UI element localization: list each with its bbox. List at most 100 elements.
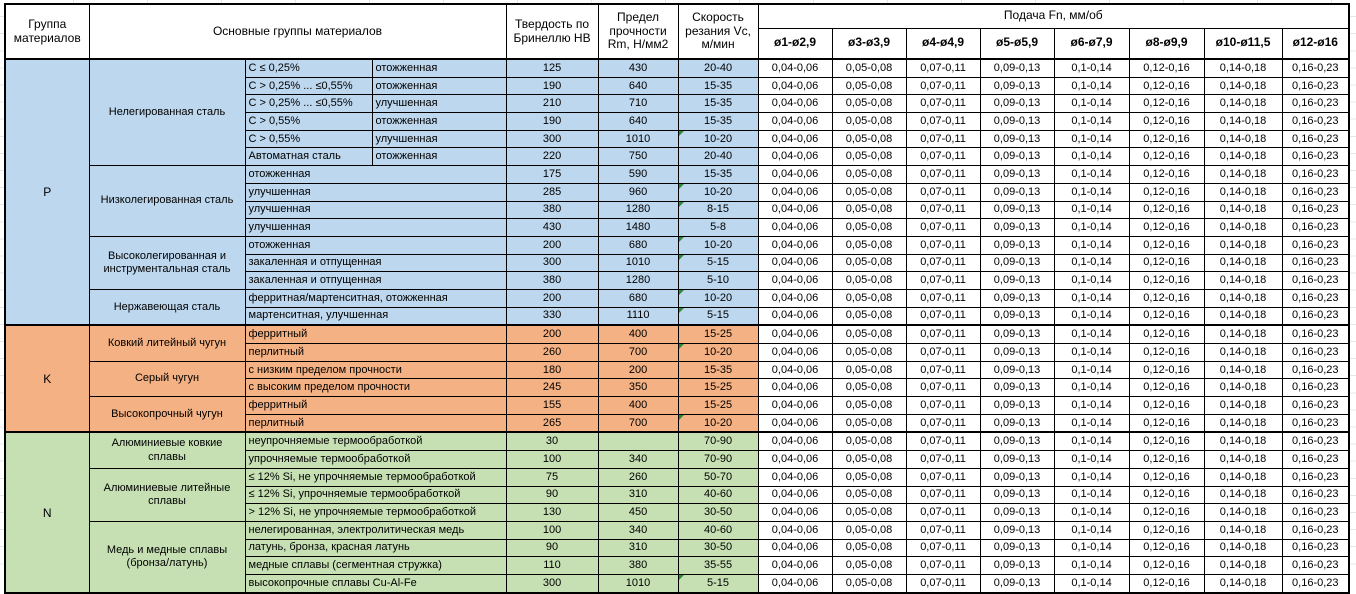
speed-cell[interactable]: 15-35 — [677, 76, 759, 96]
speed-cell[interactable]: 15-35 — [677, 112, 759, 131]
material-cell[interactable]: > 12% Si, не упрочняемые термообработкой — [244, 503, 507, 522]
feed-cell[interactable]: 0,1-0,14 — [1053, 450, 1130, 469]
speed-cell[interactable]: 5-15 — [677, 253, 759, 273]
header-feed-d1[interactable]: ø1-ø2,9 — [757, 27, 833, 60]
strength-cell[interactable]: 590 — [597, 165, 679, 184]
speed-cell[interactable]: 10-20 — [677, 129, 759, 149]
feed-cell[interactable]: 0,16-0,23 — [1281, 57, 1350, 78]
feed-cell[interactable]: 0,07-0,11 — [905, 271, 981, 290]
feed-cell[interactable]: 0,05-0,08 — [831, 76, 907, 96]
strength-cell[interactable] — [597, 431, 679, 452]
material-cell[interactable]: нелегированная, электролитическая медь — [244, 520, 507, 540]
feed-cell[interactable]: 0,14-0,18 — [1203, 112, 1283, 131]
feed-cell[interactable]: 0,09-0,13 — [979, 129, 1055, 149]
speed-cell[interactable]: 15-35 — [677, 165, 759, 184]
hardness-cell[interactable]: 200 — [505, 235, 599, 255]
subgroup-cell[interactable]: Медь и медные сплавы (бронза/латунь) — [88, 520, 246, 594]
feed-cell[interactable]: 0,07-0,11 — [905, 324, 981, 345]
feed-cell[interactable]: 0,05-0,08 — [831, 112, 907, 131]
feed-cell[interactable]: 0,09-0,13 — [979, 112, 1055, 131]
feed-cell[interactable]: 0,05-0,08 — [831, 94, 907, 114]
feed-cell[interactable]: 0,1-0,14 — [1053, 182, 1130, 202]
material-cell[interactable]: ≤ 12% Si, не упрочняемые термообработкой — [244, 467, 507, 487]
feed-cell[interactable]: 0,09-0,13 — [979, 218, 1055, 237]
feed-cell[interactable]: 0,09-0,13 — [979, 467, 1055, 487]
strength-cell[interactable]: 700 — [597, 343, 679, 362]
header-brinell-hardness[interactable]: Твердость по Бринеллю HB — [505, 3, 599, 60]
feed-cell[interactable]: 0,09-0,13 — [979, 538, 1055, 558]
speed-cell[interactable]: 50-70 — [677, 467, 759, 487]
feed-cell[interactable]: 0,05-0,08 — [831, 413, 907, 433]
group-cell[interactable]: P — [4, 57, 90, 326]
feed-cell[interactable]: 0,09-0,13 — [979, 306, 1055, 326]
material-cell[interactable]: ферритный — [244, 324, 507, 345]
material-cell[interactable]: отожженная — [244, 235, 507, 255]
feed-cell[interactable]: 0,04-0,06 — [757, 573, 833, 594]
subgroup-cell[interactable]: Серый чугун — [88, 360, 246, 398]
material-cell[interactable]: перлитный — [244, 413, 507, 433]
material-cell[interactable]: улучшенная — [244, 182, 507, 202]
feed-cell[interactable]: 0,04-0,06 — [757, 235, 833, 255]
hardness-cell[interactable]: 285 — [505, 182, 599, 202]
feed-cell[interactable]: 0,12-0,16 — [1128, 94, 1205, 114]
feed-cell[interactable]: 0,12-0,16 — [1128, 413, 1205, 433]
feed-cell[interactable]: 0,09-0,13 — [979, 343, 1055, 362]
material-state-cell[interactable]: улучшенная — [371, 129, 507, 149]
feed-cell[interactable]: 0,14-0,18 — [1203, 573, 1283, 594]
feed-cell[interactable]: 0,07-0,11 — [905, 413, 981, 433]
speed-cell[interactable]: 10-20 — [677, 288, 759, 308]
feed-cell[interactable]: 0,16-0,23 — [1281, 431, 1350, 452]
subgroup-cell[interactable]: Ковкий литейный чугун — [88, 324, 246, 362]
feed-cell[interactable]: 0,07-0,11 — [905, 288, 981, 308]
feed-cell[interactable]: 0,16-0,23 — [1281, 165, 1350, 184]
feed-cell[interactable]: 0,05-0,08 — [831, 129, 907, 149]
feed-cell[interactable]: 0,04-0,06 — [757, 538, 833, 558]
feed-cell[interactable]: 0,14-0,18 — [1203, 147, 1283, 167]
hardness-cell[interactable]: 130 — [505, 503, 599, 522]
hardness-cell[interactable]: 180 — [505, 360, 599, 380]
feed-cell[interactable]: 0,09-0,13 — [979, 431, 1055, 452]
speed-cell[interactable]: 70-90 — [677, 431, 759, 452]
speed-cell[interactable]: 15-25 — [677, 396, 759, 415]
feed-cell[interactable]: 0,12-0,16 — [1128, 396, 1205, 415]
feed-cell[interactable]: 0,16-0,23 — [1281, 450, 1350, 469]
speed-cell[interactable]: 35-55 — [677, 556, 759, 575]
feed-cell[interactable]: 0,07-0,11 — [905, 306, 981, 326]
feed-cell[interactable]: 0,16-0,23 — [1281, 343, 1350, 362]
feed-cell[interactable]: 0,14-0,18 — [1203, 182, 1283, 202]
feed-cell[interactable]: 0,09-0,13 — [979, 396, 1055, 415]
feed-cell[interactable]: 0,07-0,11 — [905, 147, 981, 167]
feed-cell[interactable]: 0,05-0,08 — [831, 218, 907, 237]
feed-cell[interactable]: 0,07-0,11 — [905, 182, 981, 202]
feed-cell[interactable]: 0,04-0,06 — [757, 503, 833, 522]
material-cell[interactable]: улучшенная — [244, 200, 507, 220]
feed-cell[interactable]: 0,05-0,08 — [831, 573, 907, 594]
speed-cell[interactable]: 40-60 — [677, 485, 759, 505]
feed-cell[interactable]: 0,16-0,23 — [1281, 235, 1350, 255]
feed-cell[interactable]: 0,04-0,06 — [757, 288, 833, 308]
feed-cell[interactable]: 0,07-0,11 — [905, 200, 981, 220]
header-material-group[interactable]: Группа материалов — [4, 3, 90, 60]
feed-cell[interactable]: 0,07-0,11 — [905, 538, 981, 558]
feed-cell[interactable]: 0,04-0,06 — [757, 396, 833, 415]
feed-cell[interactable]: 0,09-0,13 — [979, 573, 1055, 594]
feed-cell[interactable]: 0,14-0,18 — [1203, 485, 1283, 505]
feed-cell[interactable]: 0,16-0,23 — [1281, 253, 1350, 273]
feed-cell[interactable]: 0,14-0,18 — [1203, 76, 1283, 96]
feed-cell[interactable]: 0,12-0,16 — [1128, 182, 1205, 202]
feed-cell[interactable]: 0,09-0,13 — [979, 253, 1055, 273]
material-cell[interactable]: ферритная/мартенситная, отожженная — [244, 288, 507, 308]
feed-cell[interactable]: 0,12-0,16 — [1128, 538, 1205, 558]
material-cell[interactable]: упрочняемые термообработкой — [244, 450, 507, 469]
feed-cell[interactable]: 0,1-0,14 — [1053, 288, 1130, 308]
feed-cell[interactable]: 0,16-0,23 — [1281, 396, 1350, 415]
speed-cell[interactable]: 30-50 — [677, 538, 759, 558]
speed-cell[interactable]: 5-10 — [677, 271, 759, 290]
material-cell[interactable]: отожженная — [244, 165, 507, 184]
subgroup-cell[interactable]: Нелегированная сталь — [88, 58, 246, 167]
strength-cell[interactable]: 350 — [597, 378, 679, 398]
hardness-cell[interactable]: 260 — [505, 343, 599, 362]
feed-cell[interactable]: 0,05-0,08 — [831, 556, 907, 575]
material-state-cell[interactable]: отожженная — [371, 112, 507, 131]
material-cell[interactable]: мартенситная, улучшенная — [244, 306, 507, 326]
